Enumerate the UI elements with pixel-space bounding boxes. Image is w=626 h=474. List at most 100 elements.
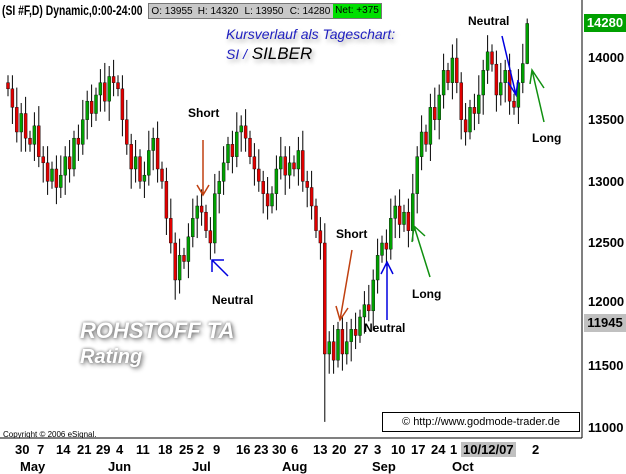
x-tick-label: 30 [272,442,287,457]
y-tick-label: 13500 [588,112,625,127]
x-tick-label: 14 [56,442,71,457]
candle-body [270,193,274,207]
annotation-short: Short [188,106,220,120]
candle-body [323,242,327,355]
candle-body [349,329,353,342]
candle-body [525,23,529,64]
candle-body [424,131,428,145]
candle-body [111,76,116,83]
instrument-name: SI / SILBER [226,44,312,64]
candle-body [173,242,177,281]
close-value: C: 14280 [289,5,331,17]
candle-body [367,304,371,312]
candle-body [389,218,393,250]
candle-body [217,181,221,194]
candle-body [85,100,89,120]
candle-body [63,156,67,176]
x-tick-label: 6 [291,442,299,457]
candle-body [433,107,437,120]
candle-body [103,82,107,102]
month-label: Jul [192,459,211,474]
candle-body [459,82,463,120]
high-value: H: 14320 [197,5,239,17]
candle-body [512,100,516,108]
candle-body [252,156,257,170]
x-tick-label: 21 [77,442,92,457]
candle-body [37,125,41,157]
candle-body [345,341,349,355]
y-tick-label: 14000 [588,50,625,65]
x-tick-label: 1 [450,442,458,457]
neutral-arrow [380,260,394,320]
open-value: O: 13955 [151,5,193,17]
candle-body [226,144,230,164]
x-tick-label: 10/12/07 [461,442,516,457]
candle-body [265,193,270,207]
x-tick-label: 2 [532,442,540,457]
candle-body [419,131,424,157]
candle-body [380,242,384,256]
annotation-long: Long [412,287,442,301]
candle-body [499,82,503,96]
candle-body [98,82,103,96]
candle-body [133,156,138,170]
candle-body [468,107,472,133]
source-link[interactable]: © http://www.godmode-trader.de [382,412,580,432]
candle-body [142,174,147,182]
candle-body [94,94,98,114]
candle-body [441,70,446,96]
candle-body [177,255,182,281]
watermark-title: ROHSTOFF TA [80,318,235,343]
x-tick-label: 30 [15,442,30,457]
candle-body [23,113,28,139]
short-arrow [196,140,210,197]
candle-body [455,57,459,83]
candle-body [402,211,406,225]
subtitle: Kursverlauf als Tageschart: [226,26,396,42]
candle-body [120,88,125,120]
candle-body [151,137,155,151]
x-tick-label: 7 [37,442,45,457]
long-arrow [411,224,431,278]
x-tick-label: 17 [411,442,426,457]
x-tick-label: 16 [236,442,251,457]
candle-body [15,107,19,133]
candle-body [32,125,37,145]
chart-title: (SI #F,D) Dynamic,0:00-24:00 [2,2,143,18]
candle-body [358,316,362,336]
candle-body [353,329,358,336]
candle-body [204,211,208,231]
candle-body [160,168,164,182]
candle-body [450,57,455,83]
month-label: Aug [282,459,308,474]
candle-body [59,174,63,188]
net-change: Net: +375 [333,4,381,18]
candle-body [521,63,525,83]
candle-body [89,100,94,114]
x-tick-label: 25 [179,442,194,457]
x-tick-label: 27 [354,442,369,457]
y-tick-label: 11500 [588,358,624,373]
candle-body [292,162,296,170]
candle-body [463,119,468,133]
neutral-arrow [501,35,519,98]
last-price-tag: 14280 [584,14,626,32]
candle-body [393,205,397,219]
month-label: May [20,459,46,474]
cursor-price-tag: 11945 [584,314,626,332]
candle-body [221,162,226,182]
candle-body [164,181,169,219]
candle-body [81,119,85,145]
watermark-rating: Rating [80,346,143,368]
candle-body [243,125,248,139]
x-tick-label: 23 [254,442,269,457]
ohlc-readout: O: 13955 H: 14320 L: 13950 C: 14280 Net:… [148,3,382,19]
annotation-neutral: Neutral [468,14,510,28]
x-tick-label: 29 [96,442,111,457]
candle-body [213,193,217,244]
annotation-short: Short [336,227,368,241]
candle-body [72,137,76,170]
candle-body [147,150,151,176]
y-tick-label: 12000 [588,294,625,309]
